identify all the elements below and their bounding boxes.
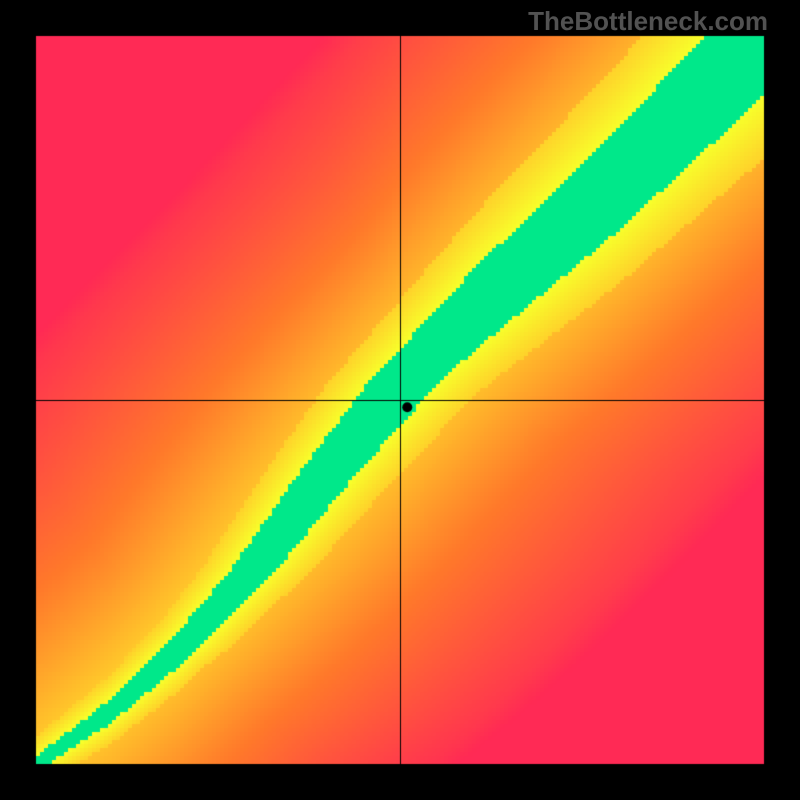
chart-container: TheBottleneck.com (0, 0, 800, 800)
heatmap-canvas (0, 0, 800, 800)
watermark-text: TheBottleneck.com (528, 6, 768, 37)
